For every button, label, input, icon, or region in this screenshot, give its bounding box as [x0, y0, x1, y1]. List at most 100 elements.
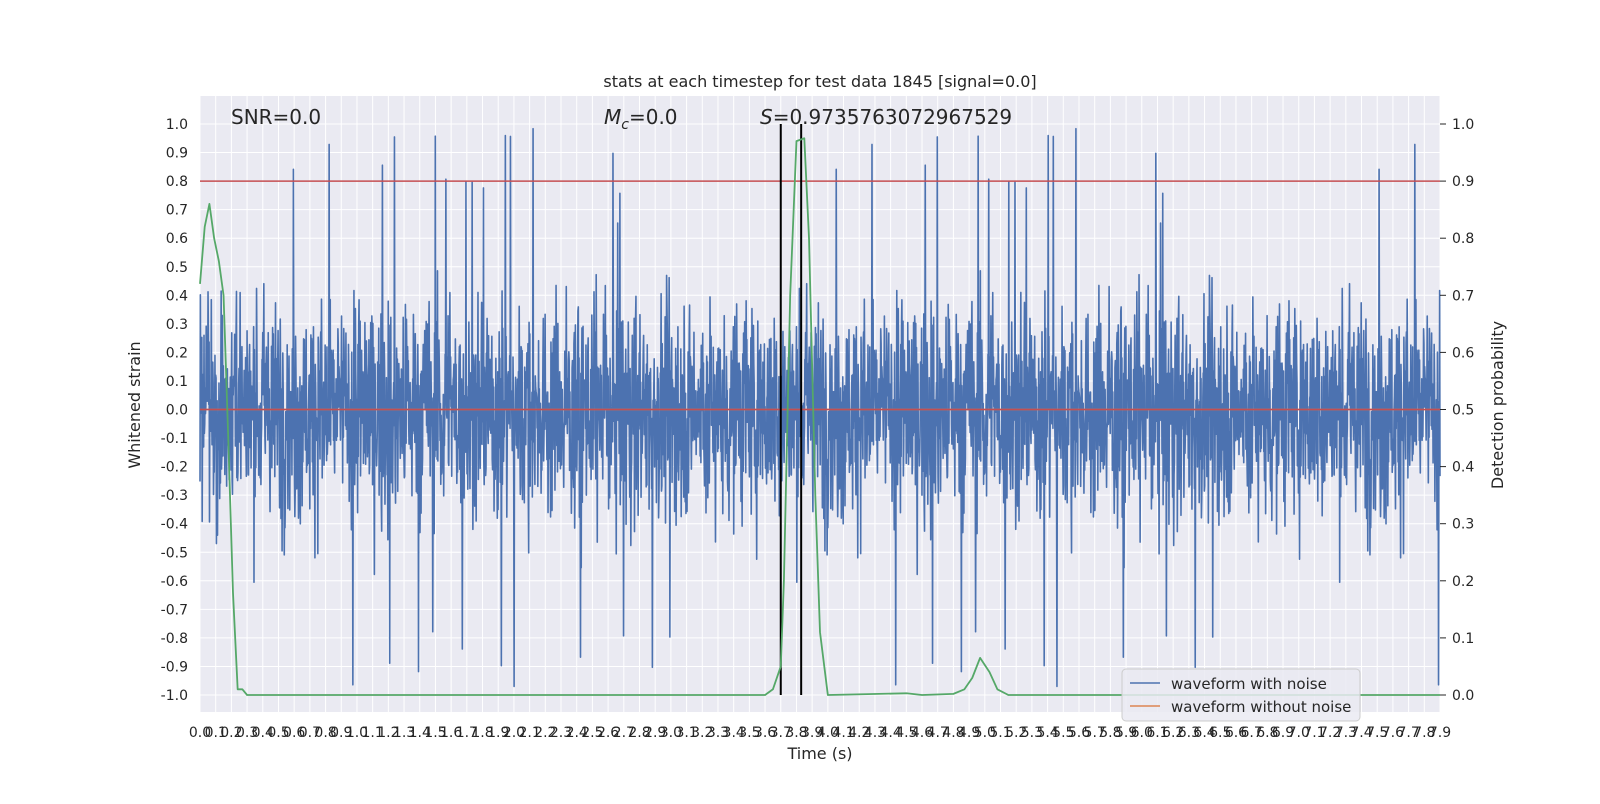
x-tick-label: 1.9	[487, 725, 509, 741]
x-tick-label: 5.1	[989, 725, 1011, 741]
left-y-tick-label: 0.0	[166, 403, 188, 419]
x-tick-label: 7.2	[1319, 725, 1341, 741]
left-y-tick-label: -0.4	[161, 517, 188, 533]
x-tick-label: 5.6	[1068, 725, 1090, 741]
left-y-tick-label: 0.1	[166, 374, 188, 390]
x-tick-label: 4.1	[832, 725, 854, 741]
left-y-tick-label: -0.9	[161, 659, 188, 675]
legend-label-noise: waveform with noise	[1171, 675, 1327, 693]
x-tick-label: 6.4	[1193, 725, 1215, 741]
left-y-axis-label: Whitened strain	[125, 341, 144, 468]
left-y-tick-label: 0.4	[166, 288, 188, 304]
left-y-tick-label: -0.5	[161, 545, 188, 561]
x-axis-ticks: 0.00.10.20.30.40.50.60.70.80.91.01.11.21…	[189, 725, 1451, 741]
x-tick-label: 6.5	[1209, 725, 1231, 741]
left-y-tick-label: -0.6	[161, 574, 188, 590]
x-tick-label: 7.9	[1429, 725, 1451, 741]
x-tick-label: 1.4	[409, 725, 431, 741]
x-tick-label: 5.4	[1036, 725, 1058, 741]
x-tick-label: 4.0	[817, 725, 839, 741]
left-y-tick-label: 0.7	[166, 203, 188, 219]
x-tick-label: 3.1	[675, 725, 697, 741]
right-y-tick-label: 1.0	[1452, 117, 1474, 133]
right-y-axis-ticks: 1.0 0.9 0.8 0.7 0.6 0.5 0.4 0.3 0.2 0.1 0.0	[1440, 117, 1474, 704]
x-tick-label: 3.6	[754, 725, 776, 741]
legend: waveform with noise waveform without noi…	[1121, 668, 1361, 722]
x-tick-label: 0.6	[283, 725, 305, 741]
x-tick-label: 3.0	[660, 725, 682, 741]
x-tick-label: 2.7	[613, 725, 635, 741]
chirp-mass-annotation: Mc=0.0	[604, 105, 678, 133]
x-tick-label: 6.1	[1146, 725, 1168, 741]
x-tick-label: 4.6	[911, 725, 933, 741]
x-tick-label: 1.3	[393, 725, 415, 741]
left-y-tick-label: 0.2	[166, 345, 188, 361]
x-tick-label: 0.4	[252, 725, 274, 741]
x-tick-label: 5.2	[1005, 725, 1027, 741]
left-y-tick-label: 0.3	[166, 317, 188, 333]
x-tick-label: 4.3	[864, 725, 886, 741]
right-y-tick-label: 0.0	[1452, 688, 1474, 704]
score-symbol: S	[760, 105, 773, 129]
x-tick-label: 2.9	[644, 725, 666, 741]
left-y-tick-label: -0.2	[161, 460, 188, 476]
x-tick-label: 0.3	[236, 725, 258, 741]
right-y-tick-label: 0.4	[1452, 460, 1474, 476]
left-y-tick-label: 1.0	[166, 117, 188, 133]
chart-title: stats at each timestep for test data 184…	[603, 72, 1036, 91]
x-tick-label: 7.0	[1288, 725, 1310, 741]
waveform-with-noise-series	[199, 127, 1441, 688]
x-tick-label: 3.4	[723, 725, 745, 741]
left-y-tick-label: -0.8	[161, 631, 188, 647]
x-tick-label: 6.6	[1225, 725, 1247, 741]
x-tick-label: 3.2	[691, 725, 713, 741]
right-y-tick-label: 0.7	[1452, 288, 1474, 304]
x-tick-label: 6.2	[1162, 725, 1184, 741]
x-tick-label: 0.5	[267, 725, 289, 741]
left-y-tick-label: 0.6	[166, 231, 188, 247]
x-tick-label: 7.5	[1366, 725, 1388, 741]
detection-probability-line	[199, 137, 1440, 696]
x-tick-label: 4.9	[958, 725, 980, 741]
x-tick-label: 3.5	[738, 725, 760, 741]
right-y-tick-label: 0.5	[1452, 403, 1474, 419]
left-y-tick-label: -0.3	[161, 488, 188, 504]
waveform-with-noise-line	[199, 127, 1441, 688]
score-value: =0.9735763072967529	[773, 105, 1012, 129]
score-annotation: S=0.9735763072967529	[760, 105, 1012, 129]
x-tick-label: 6.7	[1241, 725, 1263, 741]
x-tick-label: 1.0	[346, 725, 368, 741]
left-y-tick-label: 0.9	[166, 146, 188, 162]
x-tick-label: 1.8	[471, 725, 493, 741]
x-tick-label: 5.5	[1052, 725, 1074, 741]
x-tick-label: 0.8	[314, 725, 336, 741]
x-tick-label: 4.5	[895, 725, 917, 741]
x-tick-label: 0.9	[330, 725, 352, 741]
x-tick-label: 0.1	[205, 725, 227, 741]
x-tick-label: 5.0	[974, 725, 996, 741]
right-y-tick-label: 0.6	[1452, 345, 1474, 361]
x-tick-label: 5.7	[1084, 725, 1106, 741]
x-tick-label: 2.1	[518, 725, 540, 741]
left-y-tick-label: 0.5	[166, 260, 188, 276]
x-tick-label: 7.6	[1382, 725, 1404, 741]
x-tick-label: 0.2	[220, 725, 242, 741]
x-tick-label: 1.6	[440, 725, 462, 741]
left-y-tick-label: -1.0	[161, 688, 188, 704]
x-tick-label: 6.8	[1256, 725, 1278, 741]
x-tick-label: 7.7	[1397, 725, 1419, 741]
x-tick-label: 6.0	[1131, 725, 1153, 741]
x-tick-label: 1.5	[424, 725, 446, 741]
x-tick-label: 6.3	[1178, 725, 1200, 741]
overlay-series	[199, 124, 1440, 696]
x-tick-label: 4.4	[880, 725, 902, 741]
chirp-mass-value: =0.0	[629, 105, 678, 129]
x-tick-label: 1.2	[377, 725, 399, 741]
x-tick-label: 4.8	[942, 725, 964, 741]
x-tick-label: 7.1	[1303, 725, 1325, 741]
right-y-tick-label: 0.2	[1452, 574, 1474, 590]
x-tick-label: 2.6	[597, 725, 619, 741]
x-tick-label: 3.7	[770, 725, 792, 741]
chirp-mass-symbol: M	[604, 105, 621, 129]
